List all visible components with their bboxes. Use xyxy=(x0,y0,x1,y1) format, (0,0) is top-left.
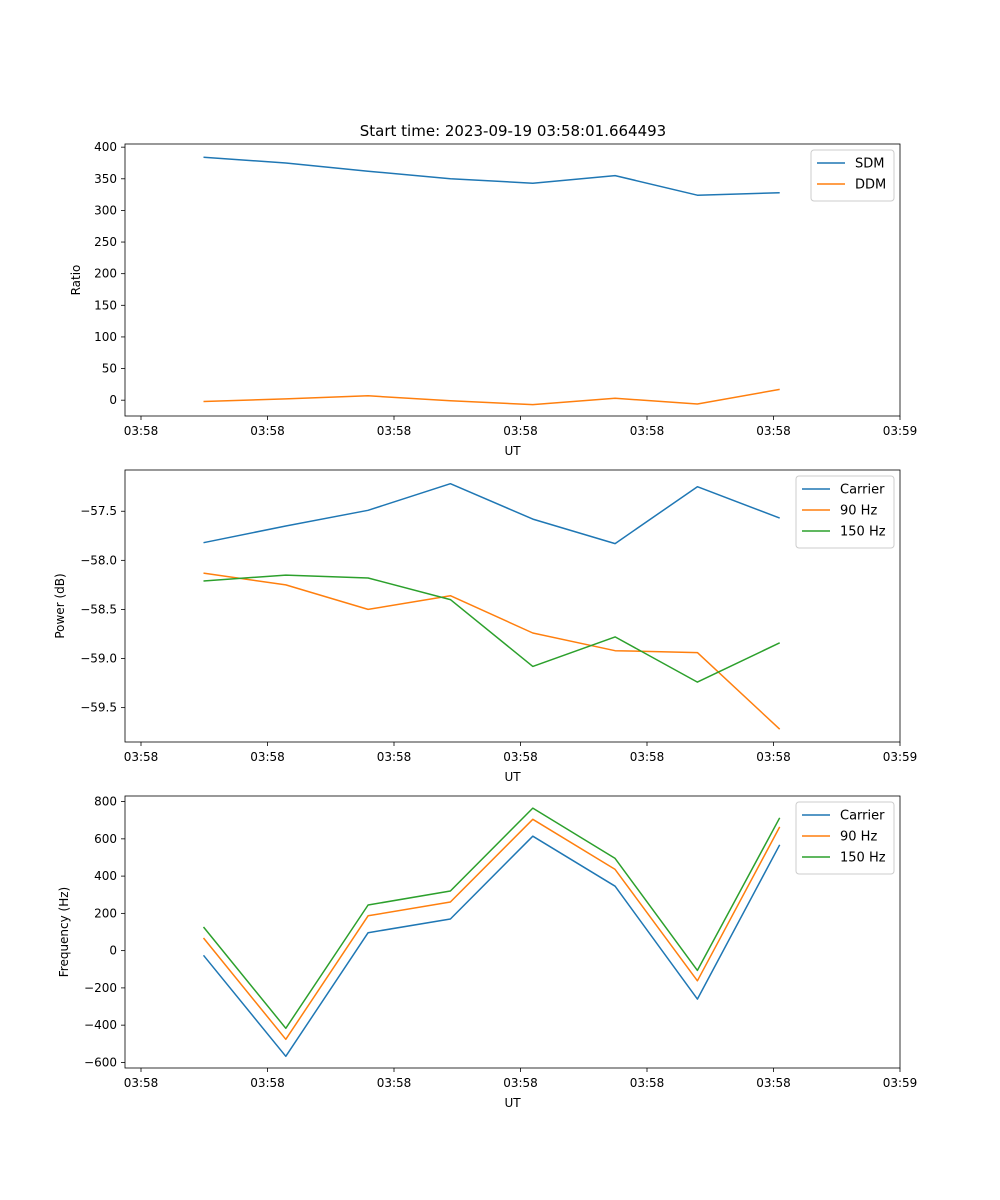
legend-label: Carrier xyxy=(840,483,885,498)
legend-label: SDM xyxy=(855,157,884,172)
x-tick-label: 03:58 xyxy=(124,750,159,764)
axes-frame xyxy=(124,143,901,417)
y-tick-label: −59.5 xyxy=(80,701,117,715)
y-tick-label: −59.0 xyxy=(80,652,117,666)
x-tick-label: 03:58 xyxy=(756,1076,791,1090)
y-tick-label: 250 xyxy=(94,235,117,249)
y-tick-label: 200 xyxy=(94,267,117,281)
series-line-ddm xyxy=(203,388,780,406)
legend-label: Carrier xyxy=(840,809,885,824)
y-tick-label: 200 xyxy=(94,906,117,920)
x-axis-label: UT xyxy=(504,444,521,458)
y-tick-label: −200 xyxy=(84,981,117,995)
x-axis-label: UT xyxy=(504,770,521,784)
series-line-150-hz xyxy=(203,574,781,683)
subplot-3: 03:58 03:58 03:58 03:58 03:58 03:58 03:59 UT 800… xyxy=(57,795,917,1110)
subplot-1: 03:58 03:58 03:58 03:58 03:58 03:58 03:59 UT 0 50… xyxy=(69,140,917,458)
y-tick-label: −58.0 xyxy=(80,553,117,567)
axes-frame xyxy=(124,469,901,743)
legend-label: 90 Hz xyxy=(840,830,877,845)
x-tick-label: 03:58 xyxy=(250,1076,285,1090)
y-axis-label: Ratio xyxy=(69,265,83,296)
x-tick-label: 03:58 xyxy=(377,1076,412,1090)
x-tick-label: 03:58 xyxy=(503,424,538,438)
legend-box xyxy=(795,475,895,549)
y-tick-label: 50 xyxy=(102,362,117,376)
series-line-carrier xyxy=(203,482,780,545)
axes-frame xyxy=(124,795,901,1069)
x-tick-label: 03:58 xyxy=(124,1076,159,1090)
series-line-150-hz xyxy=(202,807,781,1030)
y-axis-label: Frequency (Hz) xyxy=(57,887,71,978)
series-line-sdm xyxy=(203,156,780,196)
y-axis-label: Power (dB) xyxy=(53,573,67,638)
x-tick-label: 03:58 xyxy=(630,424,665,438)
y-tick-label: −58.5 xyxy=(80,602,117,616)
y-tick-label: 800 xyxy=(94,795,117,809)
legend-label: DDM xyxy=(855,178,886,193)
x-tick-label: 03:58 xyxy=(377,424,412,438)
subplot-2: 03:58 03:58 03:58 03:58 03:58 03:58 03:59 UT −57… xyxy=(53,469,918,784)
y-tick-label: 0 xyxy=(109,393,117,407)
x-tick-label: 03:58 xyxy=(250,750,285,764)
x-tick-label: 03:58 xyxy=(630,1076,665,1090)
x-tick-label: 03:58 xyxy=(756,750,791,764)
y-tick-label: −600 xyxy=(84,1055,117,1069)
x-tick-label: 03:59 xyxy=(883,750,918,764)
x-tick-label: 03:58 xyxy=(756,424,791,438)
legend-label: 90 Hz xyxy=(840,504,877,519)
y-tick-label: −400 xyxy=(84,1018,117,1032)
y-tick-label: 150 xyxy=(94,298,117,312)
chart-title: Start time: 2023-09-19 03:58:01.664493 xyxy=(360,122,666,140)
x-tick-label: 03:58 xyxy=(503,750,538,764)
y-tick-label: −57.5 xyxy=(80,504,117,518)
y-tick-label: 100 xyxy=(94,330,117,344)
x-axis-label: UT xyxy=(504,1096,521,1110)
y-tick-label: 400 xyxy=(94,140,117,154)
x-tick-label: 03:58 xyxy=(124,424,159,438)
x-tick-label: 03:58 xyxy=(630,750,665,764)
series-line-90-hz xyxy=(203,572,781,730)
axes-container: 03:58 03:58 03:58 03:58 03:58 03:58 03:59 UT 0 50… xyxy=(53,140,917,1110)
y-tick-label: 300 xyxy=(94,203,117,217)
x-tick-label: 03:58 xyxy=(377,750,412,764)
series-line-carrier xyxy=(202,835,781,1058)
x-tick-label: 03:59 xyxy=(883,424,918,438)
x-tick-label: 03:58 xyxy=(503,1076,538,1090)
y-tick-label: 600 xyxy=(94,832,117,846)
legend-label: 150 Hz xyxy=(840,525,886,540)
x-tick-label: 03:59 xyxy=(883,1076,918,1090)
legend-box xyxy=(795,801,895,875)
y-tick-label: 0 xyxy=(109,944,117,958)
y-tick-label: 350 xyxy=(94,172,117,186)
y-tick-label: 400 xyxy=(94,869,117,883)
x-tick-label: 03:58 xyxy=(250,424,285,438)
legend-label: 150 Hz xyxy=(840,851,886,866)
series-line-90-hz xyxy=(202,818,781,1041)
